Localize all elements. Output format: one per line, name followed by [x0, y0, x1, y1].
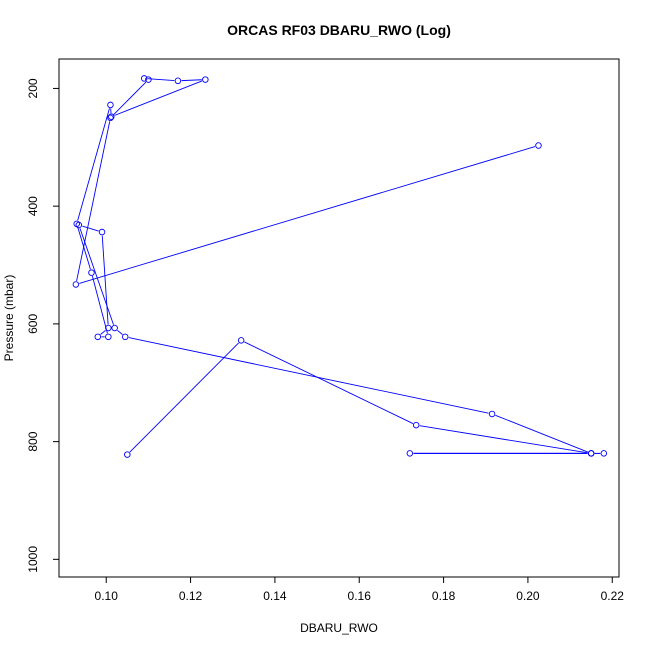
data-point	[600, 450, 608, 457]
series-segment	[419, 425, 588, 454]
series-segment	[181, 79, 202, 82]
y-tick-label: 800	[26, 431, 40, 451]
x-tick-label: 0.22	[601, 589, 625, 603]
x-tick-label: 0.14	[263, 589, 287, 603]
x-tick-label: 0.10	[95, 589, 119, 603]
data-point	[412, 421, 420, 429]
series-segment	[129, 342, 239, 453]
data-point	[174, 77, 182, 85]
data-point	[88, 269, 95, 276]
series-segment	[91, 276, 108, 334]
data-point	[488, 410, 496, 418]
data-point	[140, 75, 148, 82]
y-tick-label: 200	[26, 78, 40, 98]
data-point	[587, 450, 595, 457]
series-segment	[244, 341, 414, 424]
data-point	[73, 220, 80, 228]
chart-title: ORCAS RF03 DBARU_RWO (Log)	[227, 22, 451, 38]
x-axis-label: DBARU_RWO	[300, 621, 378, 635]
series-segment	[128, 337, 489, 414]
series-segment	[101, 235, 109, 325]
y-tick-label: 1000	[26, 546, 40, 573]
series-segment	[114, 80, 203, 116]
series-segment	[79, 228, 114, 325]
data-point	[107, 101, 114, 109]
data-point	[124, 451, 131, 458]
plot-frame	[58, 58, 620, 578]
data-point	[94, 333, 102, 341]
x-tick-label: 0.20	[516, 589, 540, 603]
data-point	[202, 76, 209, 83]
data-point	[108, 113, 115, 120]
data-point	[107, 114, 114, 122]
data-point	[98, 228, 106, 236]
y-tick-label: 600	[26, 314, 40, 334]
y-tick-label: 400	[26, 196, 40, 216]
data-point	[121, 333, 129, 341]
data-point	[105, 324, 112, 332]
series-segment	[495, 414, 588, 453]
series-segment	[147, 78, 175, 81]
series-segment	[112, 81, 147, 116]
x-tick-label: 0.18	[432, 589, 456, 603]
series-segment	[77, 227, 91, 270]
series-segment	[76, 121, 111, 282]
data-point	[145, 76, 152, 83]
data-point	[72, 281, 80, 288]
data-point	[111, 324, 118, 332]
x-axis: 0.10 0.12 0.14 0.16 0.18 0.20 0.22	[95, 576, 625, 603]
data-point	[237, 337, 245, 344]
series-segment	[79, 146, 536, 284]
y-axis: 200 400 600 800 1000	[26, 78, 60, 573]
data-point	[535, 142, 542, 149]
x-tick-label: 0.12	[179, 589, 203, 603]
data-series	[72, 75, 608, 458]
series-segment	[117, 329, 123, 335]
series-segment	[77, 108, 110, 221]
x-tick-label: 0.16	[348, 589, 372, 603]
series-segment	[100, 329, 106, 335]
data-point	[105, 333, 112, 341]
series-segment	[82, 225, 99, 232]
data-point	[406, 450, 414, 457]
y-axis-label: Pressure (mbar)	[2, 275, 16, 362]
